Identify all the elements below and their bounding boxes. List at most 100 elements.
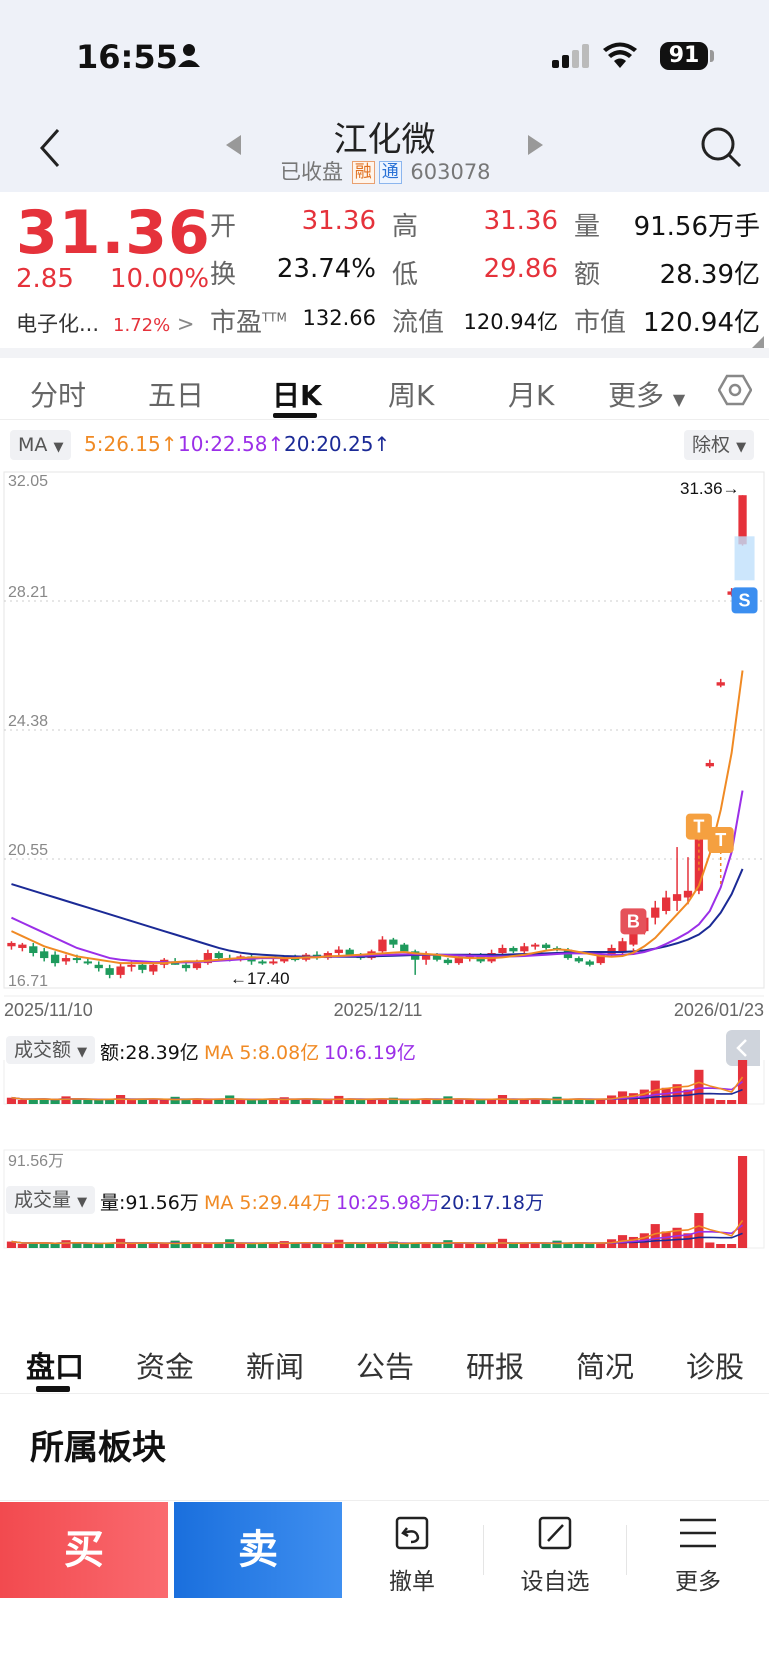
amount-bar [530,1099,540,1104]
ma10-value: 10:22.58↑ [178,432,285,456]
candle [651,907,660,918]
volume-bar [345,1242,355,1248]
amount-bar [39,1098,49,1104]
tab-news[interactable]: 新闻 [246,1350,305,1384]
volume-bar [486,1243,497,1248]
tab-research[interactable]: 研报 [466,1350,525,1384]
amount-bar [246,1100,257,1104]
amount-selector[interactable]: 成交额 ▼ [6,1036,96,1064]
candlestick-chart[interactable]: 32.05 28.21 24.38 20.55 16.71 31.36→ ←17.40 B TT… [0,466,769,1026]
tab-orderbook[interactable]: 盘口 [26,1350,85,1384]
menu-icon [680,1518,716,1548]
info-tabs: 盘口 资金 新闻 公告 研报 简况 诊股 [0,1330,769,1394]
t-marker-label: T [693,817,704,837]
candle [662,897,671,911]
volume-bar [596,1243,606,1248]
volume-bar [72,1242,82,1248]
tab-more[interactable]: 更多 ▼ [608,374,685,414]
amount-bar [486,1099,497,1104]
amount-label: 额 [574,260,601,290]
amount-bar [345,1098,355,1104]
next-stock-icon[interactable] [528,135,543,155]
candle [192,963,202,969]
amount-bar [476,1100,486,1104]
adjust-label: 除权 [692,434,731,456]
caret-down-icon: ▼ [77,1195,88,1210]
amount-bar [181,1099,191,1104]
candle [18,944,27,948]
candle [40,951,49,959]
tab-intraday[interactable]: 分时 [30,379,87,412]
adjust-selector[interactable]: 除权 ▼ [684,430,755,460]
amount-bar [61,1096,71,1104]
tab-monthly-k[interactable]: 月K [508,379,555,412]
sell-marker-label: S [739,590,751,610]
open-value: 31.36 [301,206,376,236]
tab-weekly-k[interactable]: 周K [388,379,435,412]
amount-bar [148,1099,158,1104]
buy-button[interactable]: 买 [0,1502,168,1598]
tab-diagnosis[interactable]: 诊股 [686,1350,745,1384]
candle [520,946,529,952]
stock-code: 603078 [410,160,491,184]
ma-selector[interactable]: MA ▼ [10,430,72,460]
ma10-text: 10:22.58 [178,432,268,456]
battery-icon: 91 [660,42,708,70]
volume-selector-label: 成交量 [14,1189,72,1211]
ma20-text: 20:20.25 [284,432,374,456]
caret-down-icon: ▼ [77,1045,88,1060]
ma5-value: 5:26.15↑ [84,432,178,456]
volume-bar [105,1243,115,1248]
x-tick-label: 2025/11/10 [4,1000,93,1020]
amount-ma10: 10:6.19亿 [324,1042,416,1064]
candle [541,944,551,948]
tab-profile[interactable]: 简况 [576,1350,635,1384]
candle [618,941,627,952]
volume-bar [672,1227,682,1248]
amount-bar [454,1099,464,1104]
expand-corner-icon[interactable] [752,336,764,348]
tab-five-day[interactable]: 五日 [148,379,205,412]
price-change: 2.85 [16,264,74,294]
signal-icon [552,44,589,68]
amount-bar [203,1100,213,1104]
caret-down-icon: ▼ [53,440,64,455]
amount-bar [421,1098,431,1104]
more-button[interactable]: 更多 [643,1514,753,1596]
cancel-order-button[interactable]: 撤单 [357,1514,467,1596]
settings-hex-icon[interactable] [718,374,752,406]
float-cap-value: 120.94亿 [463,310,558,334]
volume-bar [454,1242,464,1248]
amount-bar [541,1100,551,1104]
prev-stock-icon[interactable] [226,135,241,155]
tab-announcements[interactable]: 公告 [356,1350,415,1384]
amount-bar [377,1099,388,1104]
amount-bar [268,1098,278,1104]
y-tick-label: 16.71 [8,973,48,990]
candle [181,964,191,969]
tab-fund-flow[interactable]: 资金 [136,1350,195,1384]
volume-bar [585,1244,595,1248]
volume-bar [366,1243,377,1248]
volume-bar [519,1243,529,1248]
volume-value: 91.56万手 [633,212,760,242]
last-price: 31.36 [16,198,211,268]
caret-down-icon: ▼ [736,440,747,455]
volume-selector[interactable]: 成交量 ▼ [6,1186,96,1214]
volume-bar [563,1243,573,1248]
volume-bar [388,1241,398,1248]
buy-marker [620,908,647,935]
tab-daily-k[interactable]: 日K [272,379,322,412]
volume-bar [301,1242,311,1248]
add-watchlist-button[interactable]: 设自选 [500,1514,610,1596]
sell-button[interactable]: 卖 [174,1502,342,1598]
amount-bar [465,1100,475,1104]
candle [596,954,605,964]
search-icon[interactable] [700,126,742,168]
volume-bar [61,1240,71,1248]
sector-link[interactable]: 电子化... 1.72% > [16,308,195,338]
back-arrow-icon[interactable] [38,128,62,168]
wifi-icon [603,42,637,68]
panel-frame [3,1149,765,1249]
edit-icon [538,1516,572,1550]
